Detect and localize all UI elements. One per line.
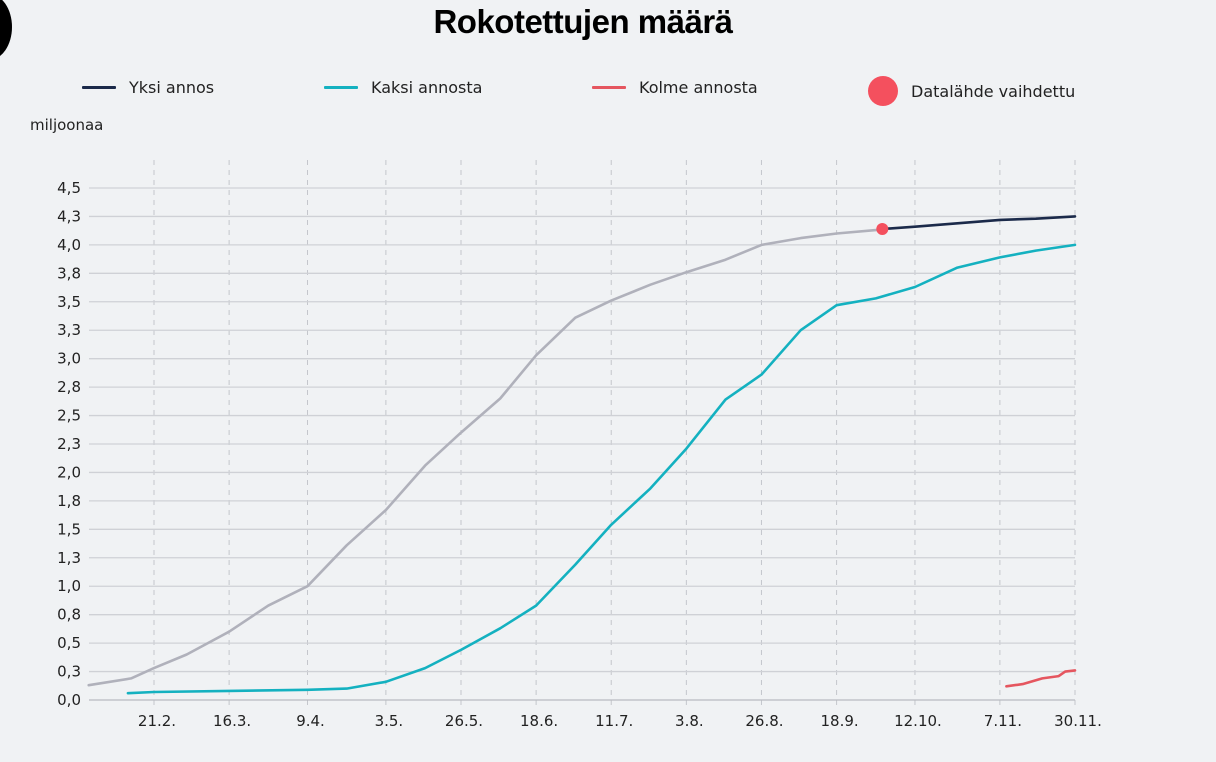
data-series <box>87 215 1077 695</box>
x-tick-label: 30.11. <box>1054 712 1102 730</box>
vertical-gridlines <box>153 160 1076 706</box>
y-tick-label: 1,8 <box>57 492 81 510</box>
x-tick-label: 18.9. <box>820 712 858 730</box>
chart-title: Rokotettujen määrä <box>433 3 733 40</box>
y-axis-ticks: 0,0 0,3 0,5 0,8 1,0 1,3 1,5 1,8 2,0 2,3 2,5 2,8 3,0 3… <box>57 179 81 709</box>
y-tick-label: 0,0 <box>57 691 81 709</box>
legend-label: Yksi annos <box>129 78 215 97</box>
x-tick-label: 3.8. <box>675 712 704 730</box>
y-tick-label: 4,0 <box>57 236 81 254</box>
y-tick-label: 4,3 <box>57 207 81 225</box>
x-tick-label: 11.7. <box>595 712 633 730</box>
legend-label: Kolme annosta <box>639 78 758 97</box>
x-tick-label: 26.8. <box>745 712 783 730</box>
x-tick-label: 12.10. <box>894 712 942 730</box>
x-tick-label: 9.4. <box>296 712 325 730</box>
legend-line-icon <box>592 86 626 89</box>
y-tick-label: 4,5 <box>57 179 81 197</box>
annotation-markers <box>876 222 889 235</box>
y-tick-label: 3,3 <box>57 321 81 339</box>
y-tick-label: 2,8 <box>57 378 81 396</box>
y-tick-label: 0,3 <box>57 663 81 681</box>
legend-item-kaksi-annosta[interactable]: Kaksi annosta <box>324 78 482 97</box>
y-tick-label: 3,0 <box>57 350 81 368</box>
series-line <box>87 227 884 687</box>
y-tick-label: 0,8 <box>57 606 81 624</box>
y-tick-label: 1,5 <box>57 520 81 538</box>
x-tick-label: 16.3. <box>213 712 251 730</box>
x-tick-label: 21.2. <box>138 712 176 730</box>
legend-line-icon <box>324 86 358 89</box>
x-tick-label: 26.5. <box>445 712 483 730</box>
legend-dot-icon <box>868 76 898 106</box>
y-tick-label: 3,5 <box>57 293 81 311</box>
legend-item-datalahde-vaihdettu[interactable]: Datalähde vaihdettu <box>868 76 1075 106</box>
x-tick-label: 18.6. <box>520 712 558 730</box>
y-tick-label: 2,3 <box>57 435 81 453</box>
y-tick-label: 3,8 <box>57 264 81 282</box>
y-tick-label: 0,5 <box>57 634 81 652</box>
data-source-changed-marker[interactable] <box>876 222 889 235</box>
y-tick-label: 2,0 <box>57 463 81 481</box>
series-line <box>1005 669 1077 688</box>
y-tick-label: 2,5 <box>57 407 81 425</box>
horizontal-gridlines <box>89 187 1075 701</box>
legend-item-yksi-annos[interactable]: Yksi annos <box>82 78 214 97</box>
x-tick-label: 7.11. <box>984 712 1022 730</box>
series-line <box>880 215 1077 231</box>
x-axis-ticks: 21.2. 16.3. 9.4. 3.5. 26.5. 18.6. 11.7. 3.8. 26.… <box>138 712 1102 730</box>
y-tick-label: 1,3 <box>57 549 81 567</box>
y-axis-unit-label: miljoonaa <box>30 116 104 134</box>
chart-legend: Yksi annos Kaksi annosta Kolme annosta D… <box>0 76 1216 106</box>
legend-item-kolme-annosta[interactable]: Kolme annosta <box>592 78 758 97</box>
legend-label: Kaksi annosta <box>371 78 483 97</box>
legend-label: Datalähde vaihdettu <box>911 81 1076 101</box>
legend-line-icon <box>82 86 116 89</box>
x-tick-label: 3.5. <box>375 712 404 730</box>
y-tick-label: 1,0 <box>57 577 81 595</box>
series-line <box>126 243 1077 695</box>
